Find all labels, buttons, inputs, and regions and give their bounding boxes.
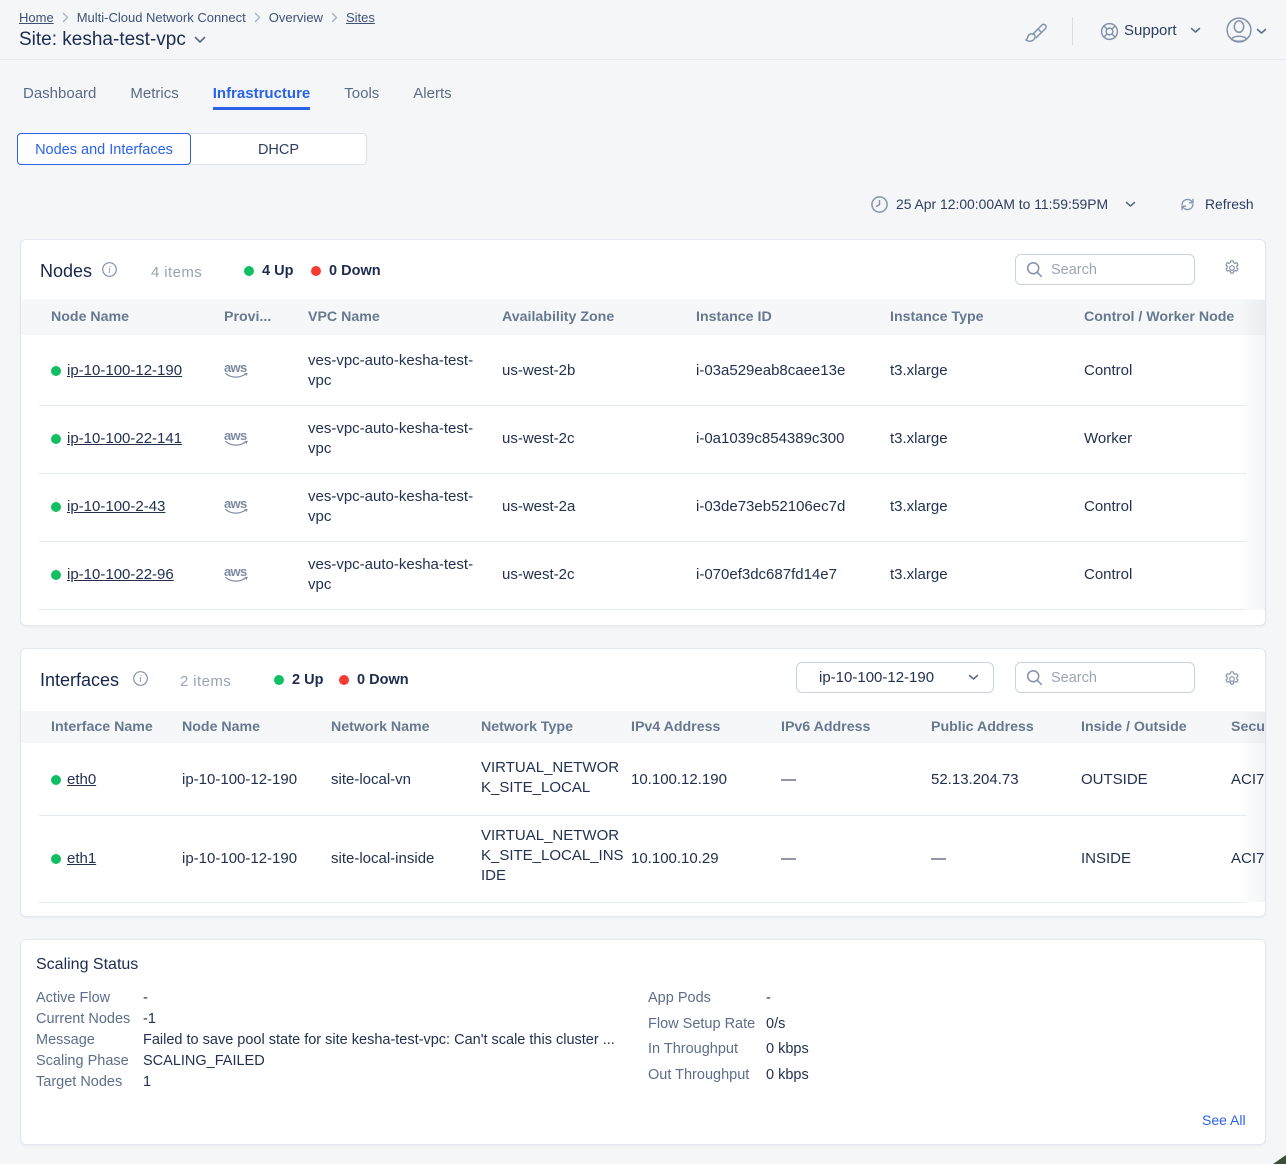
svg-text:i: i — [139, 674, 142, 685]
svg-text:i: i — [108, 265, 111, 276]
